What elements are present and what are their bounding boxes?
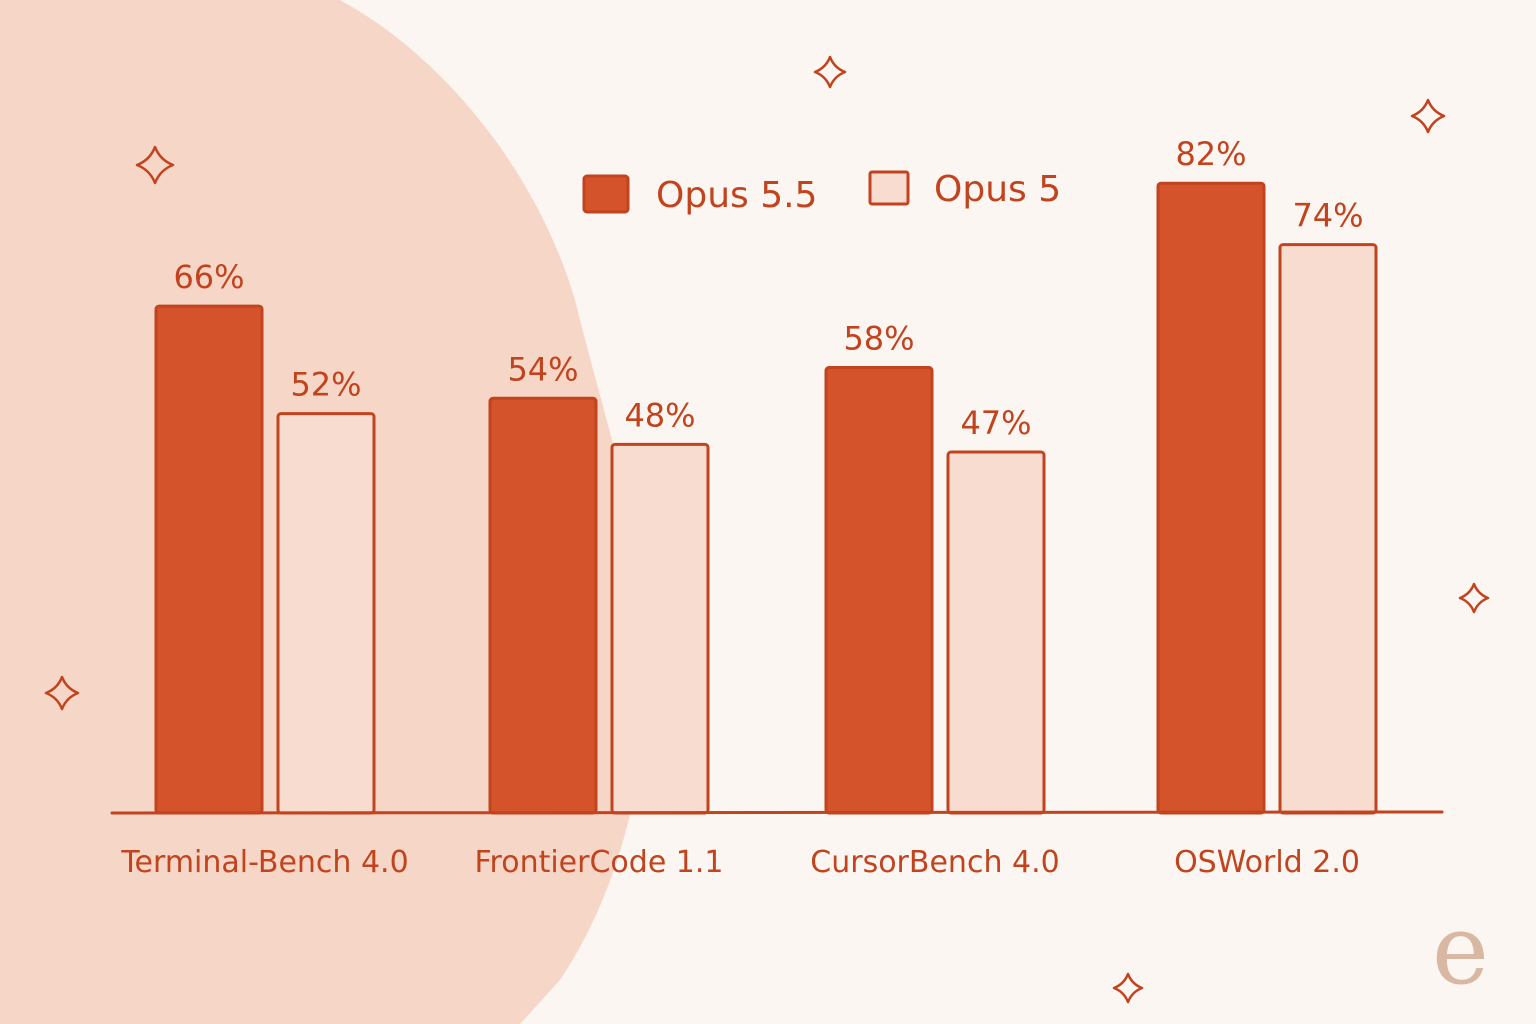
x-tick-label-2: CursorBench 4.0 [810,845,1059,880]
bar-series-1-category-3 [1278,243,1378,815]
x-tick-labels-group: Terminal-Bench 4.0 FrontierCode 1.1 Cursor… [120,845,1360,880]
bar-series-0-category-1 [488,396,598,815]
legend-label-series-0: Opus 5.5 [656,175,817,216]
x-tick-label-0: Terminal-Bench 4.0 [120,845,408,880]
value-label-series-0-category-1: 54% [507,350,578,388]
legend: Opus 5.5 Opus 5 [582,169,1061,216]
bar-series-0-category-2 [824,366,934,815]
sparkle-icon-4 [1458,582,1490,614]
value-label-series-0-category-0: 66% [173,258,244,296]
bar-series-0-category-0 [154,304,264,815]
watermark-logo: e [1432,894,1489,1006]
sparkle-icon-0 [135,145,175,185]
sparkle-icon-1 [44,675,80,711]
sparkle-icon-5 [1112,972,1144,1004]
sparkle-decorations [44,55,1490,1004]
value-label-series-1-category-2: 47% [960,404,1031,442]
value-labels-group: 66% 52% 54% 48% 58% 47% 82% 74% [173,135,1363,442]
sparkle-icon-2 [813,55,847,89]
bar-series-1-category-0 [276,412,376,815]
bars-group [154,181,1378,815]
legend-label-series-1: Opus 5 [934,169,1061,210]
x-tick-label-1: FrontierCode 1.1 [474,845,723,880]
value-label-series-1-category-1: 48% [624,396,695,434]
value-label-series-0-category-2: 58% [843,320,914,358]
bar-series-1-category-2 [946,450,1046,815]
legend-swatch-series-1 [868,170,910,206]
sparkle-icon-3 [1410,98,1446,134]
legend-swatch-series-0 [582,174,630,214]
x-tick-label-3: OSWorld 2.0 [1174,845,1360,880]
bar-series-1-category-1 [610,442,710,815]
value-label-series-0-category-3: 82% [1175,135,1246,173]
bar-series-0-category-3 [1156,181,1266,815]
value-label-series-1-category-3: 74% [1292,197,1363,235]
value-label-series-1-category-0: 52% [290,366,361,404]
x-axis-baseline [110,810,1444,815]
